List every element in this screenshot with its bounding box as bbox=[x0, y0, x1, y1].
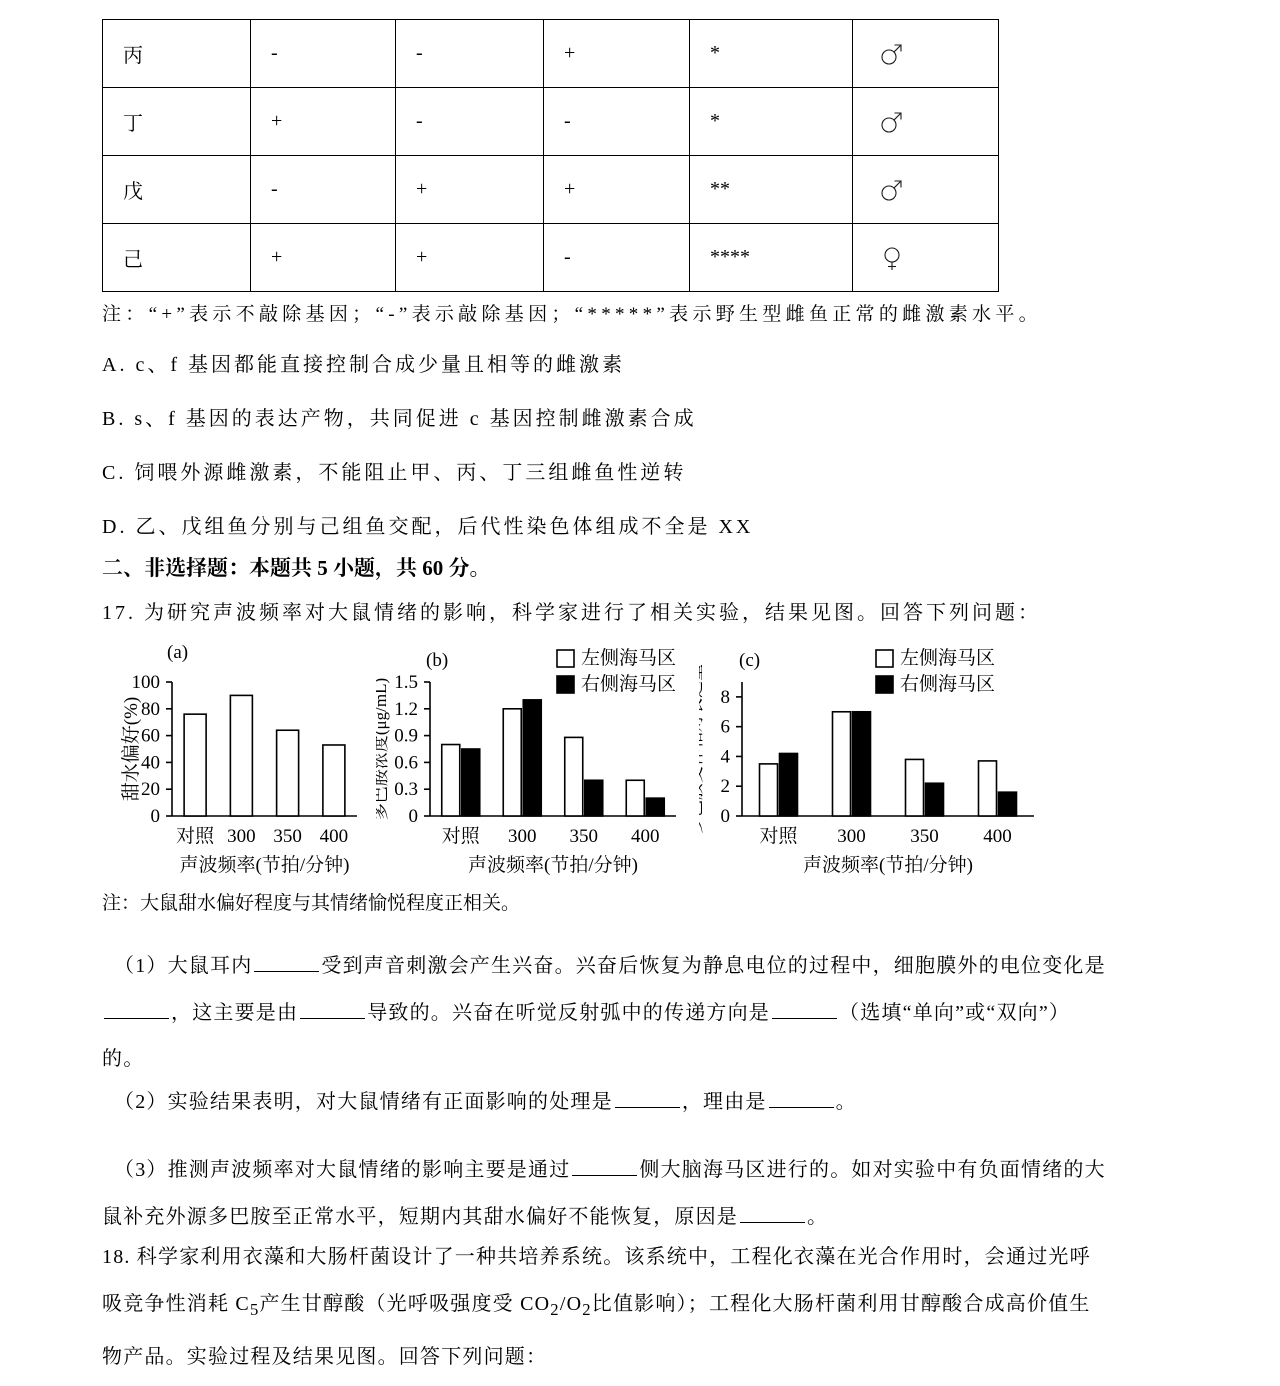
svg-text:多巴胺受体相对表达量: 多巴胺受体相对表达量 bbox=[699, 664, 705, 834]
svg-text:对照: 对照 bbox=[759, 825, 798, 847]
svg-text:300: 300 bbox=[837, 826, 866, 847]
svg-text:左侧海马区: 左侧海马区 bbox=[900, 647, 995, 669]
svg-text:右侧海马区: 右侧海马区 bbox=[581, 673, 676, 695]
svg-text:0: 0 bbox=[151, 806, 161, 827]
svg-text:400: 400 bbox=[631, 826, 660, 847]
svg-text:甜水偏好(%): 甜水偏好(%) bbox=[120, 697, 142, 801]
svg-text:对照: 对照 bbox=[176, 825, 215, 847]
svg-text:60: 60 bbox=[141, 726, 160, 747]
svg-text:350: 350 bbox=[273, 826, 302, 847]
svg-text:300: 300 bbox=[227, 826, 256, 847]
svg-text:2: 2 bbox=[721, 776, 731, 797]
svg-text:40: 40 bbox=[141, 752, 160, 773]
svg-text:20: 20 bbox=[141, 779, 160, 800]
svg-text:0.9: 0.9 bbox=[394, 726, 418, 747]
svg-text:声波频率(节拍/分钟): 声波频率(节拍/分钟) bbox=[468, 853, 638, 876]
svg-text:350: 350 bbox=[570, 826, 599, 847]
svg-text:0: 0 bbox=[409, 806, 419, 827]
svg-text:多巴胺浓度(μg/mL): 多巴胺浓度(μg/mL) bbox=[376, 678, 390, 820]
svg-text:400: 400 bbox=[320, 826, 349, 847]
svg-text:100: 100 bbox=[132, 672, 161, 693]
svg-text:0.3: 0.3 bbox=[394, 779, 418, 800]
svg-text:1.2: 1.2 bbox=[394, 699, 418, 720]
svg-text:8: 8 bbox=[721, 687, 731, 708]
svg-text:6: 6 bbox=[721, 717, 731, 738]
svg-text:350: 350 bbox=[910, 826, 939, 847]
svg-text:右侧海马区: 右侧海马区 bbox=[900, 673, 995, 695]
svg-text:0.6: 0.6 bbox=[394, 752, 418, 773]
svg-text:对照: 对照 bbox=[442, 825, 481, 847]
svg-text:1.5: 1.5 bbox=[394, 672, 418, 693]
svg-text:0: 0 bbox=[721, 806, 731, 827]
svg-text:300: 300 bbox=[508, 826, 537, 847]
svg-text:400: 400 bbox=[983, 826, 1012, 847]
svg-text:左侧海马区: 左侧海马区 bbox=[581, 647, 676, 669]
svg-text:(a): (a) bbox=[167, 642, 188, 663]
svg-text:声波频率(节拍/分钟): 声波频率(节拍/分钟) bbox=[803, 853, 973, 876]
svg-text:声波频率(节拍/分钟): 声波频率(节拍/分钟) bbox=[180, 853, 350, 876]
svg-text:(c): (c) bbox=[739, 650, 760, 671]
svg-text:(b): (b) bbox=[426, 650, 448, 671]
svg-text:80: 80 bbox=[141, 699, 160, 720]
svg-text:4: 4 bbox=[721, 746, 731, 767]
